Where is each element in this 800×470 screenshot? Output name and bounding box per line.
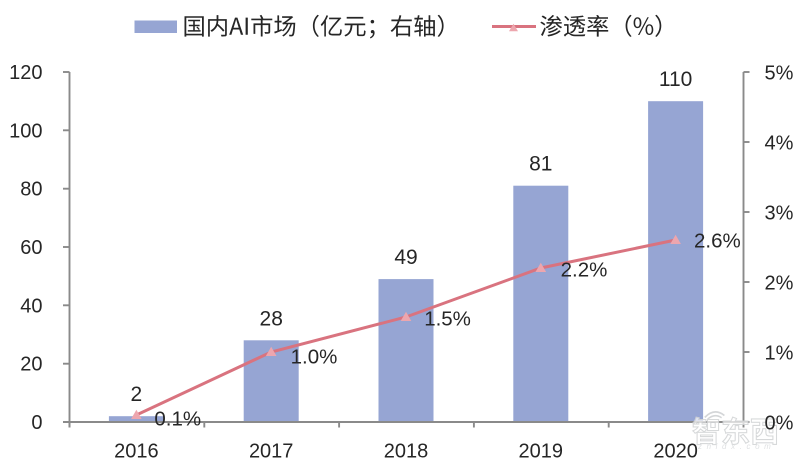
svg-text:0%: 0% [765,413,794,435]
svg-text:110: 110 [659,68,692,91]
svg-text:zhidx.com: zhidx.com [697,442,775,451]
svg-text:28: 28 [260,307,283,330]
svg-text:2018: 2018 [384,441,429,463]
svg-text:4%: 4% [765,133,794,155]
svg-text:120: 120 [9,62,42,84]
svg-text:2: 2 [131,383,143,406]
svg-text:100: 100 [9,120,42,142]
svg-text:81: 81 [529,153,552,176]
svg-text:1.5%: 1.5% [424,308,471,331]
svg-text:40: 40 [20,295,42,317]
svg-text:1.0%: 1.0% [291,345,338,368]
svg-text:2017: 2017 [249,441,294,463]
svg-text:20: 20 [20,354,42,376]
svg-text:2016: 2016 [114,441,159,463]
svg-text:60: 60 [20,237,42,259]
svg-text:3%: 3% [765,203,794,225]
svg-text:2019: 2019 [519,441,564,463]
svg-text:2%: 2% [765,273,794,295]
svg-text:2020: 2020 [653,441,698,463]
svg-text:5%: 5% [765,63,794,85]
svg-text:0: 0 [31,412,42,434]
svg-text:80: 80 [20,179,42,201]
svg-text:1%: 1% [765,343,794,365]
svg-text:2.2%: 2.2% [561,259,608,282]
svg-text:49: 49 [394,246,417,269]
svg-text:0.1%: 0.1% [154,408,201,431]
svg-text:2.6%: 2.6% [694,229,741,252]
